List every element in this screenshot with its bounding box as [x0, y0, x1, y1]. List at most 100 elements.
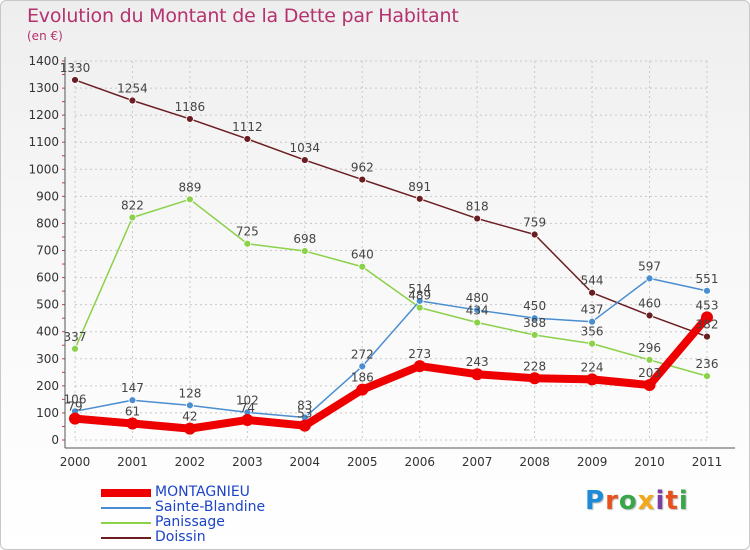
x-tick-label: 2007	[462, 455, 493, 469]
chart-title: Evolution du Montant de la Dette par Hab…	[27, 5, 459, 27]
x-tick-label: 2005	[347, 455, 378, 469]
legend-swatch	[101, 536, 151, 539]
data-point-sainte-blandine	[128, 396, 137, 405]
data-label-panissage: 296	[638, 341, 661, 355]
data-label-montagnieu: 273	[408, 347, 431, 361]
data-point-panissage	[415, 303, 424, 312]
data-label-doissin: 382	[696, 318, 719, 332]
data-point-sainte-blandine	[588, 317, 596, 326]
data-point-panissage	[358, 262, 367, 271]
y-tick-label: 600	[36, 271, 59, 285]
data-label-doissin: 891	[408, 180, 431, 194]
data-point-montagnieu	[586, 373, 599, 386]
x-tick-label: 2011	[692, 455, 723, 469]
data-label-panissage: 489	[408, 289, 431, 303]
data-point-panissage	[128, 213, 137, 222]
data-point-montagnieu	[298, 419, 311, 432]
data-label-sainte-blandine: 128	[178, 386, 201, 400]
y-tick-label: 1300	[28, 81, 59, 95]
data-point-montagnieu	[528, 372, 541, 385]
legend-swatch	[101, 521, 151, 524]
data-label-montagnieu: 243	[466, 355, 489, 369]
series-line-doissin	[74, 79, 708, 338]
logo-letter: x	[637, 486, 656, 516]
data-label-doissin: 759	[523, 216, 546, 230]
data-label-sainte-blandine: 450	[523, 299, 546, 313]
y-tick-label: 1000	[28, 162, 59, 176]
y-tick-label: 300	[36, 352, 59, 366]
logo-letter: P	[585, 486, 606, 516]
data-point-doissin	[703, 332, 711, 341]
data-label-panissage: 640	[351, 248, 374, 262]
data-label-montagnieu: 42	[182, 410, 197, 424]
series-line-montagnieu	[71, 313, 711, 433]
data-point-sainte-blandine	[358, 362, 367, 371]
proxiti-logo: Proxiti	[585, 486, 689, 516]
data-label-sainte-blandine: 480	[466, 291, 489, 305]
data-point-panissage	[588, 339, 596, 348]
data-point-doissin	[128, 96, 137, 105]
data-label-sainte-blandine: 102	[236, 393, 259, 407]
data-point-doissin	[300, 156, 309, 164]
data-label-doissin: 818	[466, 200, 489, 214]
data-point-montagnieu	[241, 413, 254, 426]
x-tick-label: 2008	[519, 455, 550, 469]
data-label-doissin: 1254	[117, 82, 148, 96]
data-label-montagnieu: 224	[581, 360, 604, 374]
data-point-sainte-blandine	[415, 296, 424, 305]
logo-letter: o	[618, 486, 638, 516]
x-tick-label: 2001	[117, 455, 148, 469]
data-label-doissin: 1186	[175, 100, 206, 114]
data-point-montagnieu	[356, 383, 369, 396]
legend-swatch	[101, 488, 151, 497]
legend-label: Panissage	[155, 514, 225, 530]
data-point-montagnieu	[413, 360, 426, 373]
data-label-sainte-blandine: 147	[121, 381, 144, 395]
data-point-doissin	[588, 288, 596, 297]
data-point-montagnieu	[126, 417, 139, 430]
x-tick-label: 2003	[232, 455, 263, 469]
data-label-doissin: 1112	[232, 120, 263, 134]
data-point-panissage	[71, 344, 79, 353]
y-tick-label: 200	[36, 379, 59, 393]
y-tick-label: 1400	[28, 54, 59, 68]
data-point-montagnieu	[701, 311, 713, 324]
data-point-sainte-blandine	[186, 401, 194, 410]
data-point-panissage	[243, 239, 252, 248]
data-point-sainte-blandine	[703, 286, 711, 295]
data-point-doissin	[645, 311, 654, 320]
data-label-sainte-blandine: 597	[638, 259, 661, 273]
legend-label: MONTAGNIEU	[155, 484, 250, 500]
data-label-sainte-blandine: 83	[297, 399, 312, 413]
data-label-panissage: 356	[581, 325, 604, 339]
data-point-sainte-blandine	[645, 274, 654, 283]
y-tick-label: 800	[36, 216, 59, 230]
data-label-panissage: 889	[178, 180, 201, 194]
data-point-sainte-blandine	[473, 306, 482, 314]
data-label-sainte-blandine: 437	[581, 303, 604, 317]
x-tick-label: 2000	[60, 455, 91, 469]
chart-unit-label: (en €)	[27, 29, 63, 43]
data-label-montagnieu: 79	[67, 400, 82, 414]
data-label-doissin: 544	[581, 274, 604, 288]
data-point-sainte-blandine	[530, 314, 539, 323]
series-line-panissage	[74, 198, 708, 377]
data-label-sainte-blandine: 106	[64, 392, 87, 406]
y-tick-label: 0	[51, 433, 59, 447]
data-point-doissin	[415, 194, 424, 203]
data-label-doissin: 460	[638, 296, 661, 310]
legend-label: Sainte-Blandine	[155, 499, 266, 515]
data-label-doissin: 962	[351, 161, 374, 175]
data-point-doissin	[186, 115, 194, 123]
data-label-doissin: 1330	[60, 61, 91, 75]
y-tick-label: 900	[36, 189, 59, 203]
data-point-doissin	[71, 76, 79, 84]
data-label-panissage: 434	[466, 304, 489, 318]
x-tick-label: 2004	[290, 455, 321, 469]
data-label-panissage: 236	[696, 357, 719, 371]
data-point-doissin	[473, 214, 482, 223]
y-tick-label: 400	[36, 325, 59, 339]
data-label-montagnieu: 186	[351, 371, 374, 385]
